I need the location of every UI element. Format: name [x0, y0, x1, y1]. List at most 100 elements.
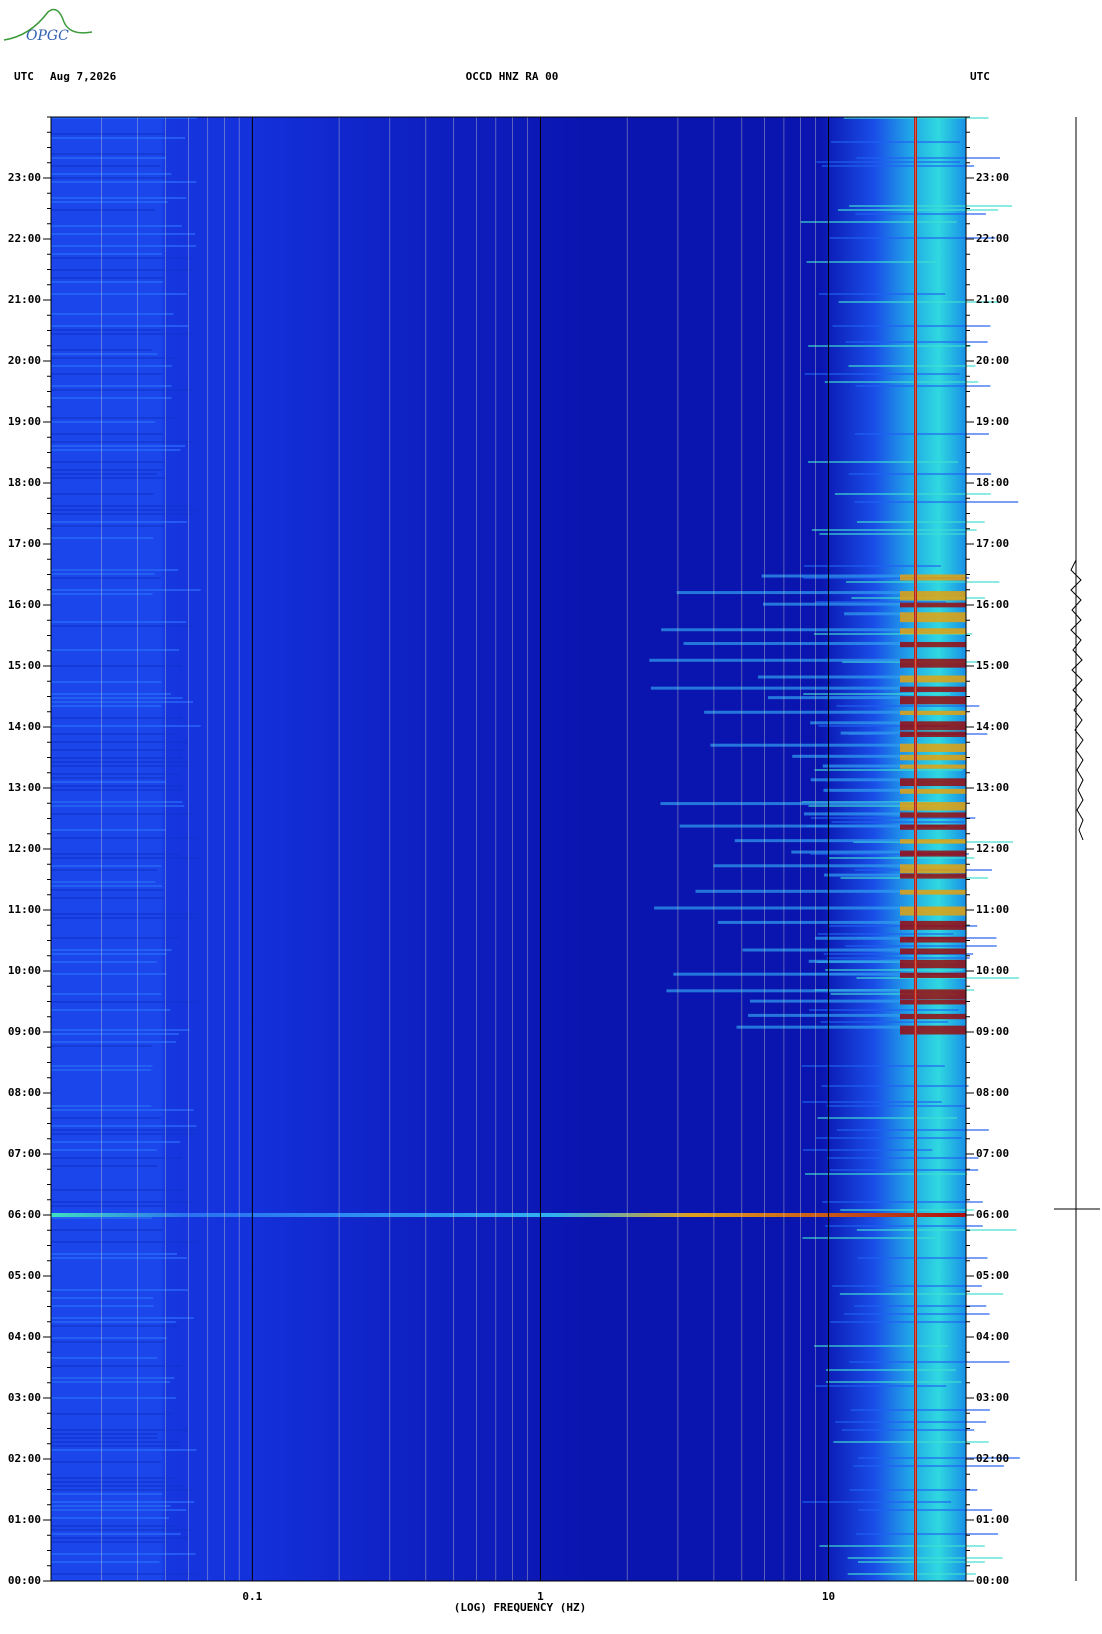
texture-stripe	[818, 293, 946, 295]
y-tick-label-right: 06:00	[976, 1208, 1009, 1221]
y-tick-label-right: 13:00	[976, 781, 1009, 794]
texture-activity	[840, 731, 906, 735]
date: Aug 7,2026	[50, 70, 117, 83]
texture-activity	[900, 628, 966, 635]
texture-stripe	[51, 209, 155, 211]
y-tick-label: 10:00	[8, 964, 41, 977]
y-tick-label: 02:00	[8, 1452, 41, 1465]
texture-stripe	[51, 773, 180, 775]
texture-stripe	[51, 1069, 152, 1071]
y-tick-label: 17:00	[8, 537, 41, 550]
texture-stripe	[51, 1429, 189, 1431]
texture-stripe	[51, 1257, 188, 1259]
texture-stripe	[804, 373, 960, 375]
texture-stripe	[810, 817, 976, 819]
y-tick-label-right: 22:00	[976, 232, 1009, 245]
texture-activity	[900, 658, 966, 668]
texture-activity	[710, 743, 906, 747]
texture-stripe	[51, 741, 188, 743]
texture-stripe	[51, 785, 183, 787]
texture-stripe	[826, 957, 970, 959]
texture-stripe	[803, 565, 941, 567]
texture-stripe	[51, 1437, 158, 1439]
texture-stripe	[51, 1029, 190, 1031]
y-tick-label: 06:00	[8, 1208, 41, 1221]
event-band	[51, 1213, 966, 1217]
texture-stripe	[51, 1397, 176, 1399]
texture-stripe	[811, 529, 977, 531]
texture-stripe	[825, 1225, 983, 1227]
texture-stripe	[51, 225, 182, 227]
texture-stripe	[51, 477, 168, 479]
texture-stripe	[802, 1237, 936, 1239]
texture-stripe	[51, 1573, 198, 1575]
texture-activity	[810, 778, 906, 782]
texture-stripe	[51, 1501, 195, 1503]
texture-activity	[900, 920, 966, 930]
texture-stripe	[836, 705, 980, 707]
texture-stripe	[850, 1409, 990, 1411]
y-tick-label-right: 16:00	[976, 598, 1009, 611]
y-tick-label-right: 02:00	[976, 1452, 1009, 1465]
texture-activity	[900, 1013, 966, 1020]
logo: OPGC	[3, 8, 93, 44]
texture-stripe	[816, 161, 960, 163]
texture-stripe	[51, 277, 164, 279]
texture-activity	[748, 1013, 906, 1017]
texture-stripe	[51, 837, 198, 839]
texture-activity	[900, 574, 966, 581]
y-tick-label-right: 18:00	[976, 476, 1009, 489]
texture-stripe	[849, 1489, 978, 1491]
y-tick-label: 12:00	[8, 842, 41, 855]
texture-stripe	[801, 801, 935, 803]
texture-stripe	[51, 805, 185, 807]
chart-title: OCCD HNZ RA 00	[466, 70, 559, 83]
texture-stripe	[51, 177, 168, 179]
texture-activity	[900, 778, 966, 787]
y-tick-label-right: 21:00	[976, 293, 1009, 306]
texture-stripe	[808, 805, 945, 807]
texture-stripe	[51, 1125, 197, 1127]
texture-stripe	[51, 953, 167, 955]
texture-stripe	[51, 133, 170, 135]
texture-stripe	[830, 1169, 979, 1171]
texture-stripe	[51, 865, 162, 867]
texture-activity	[713, 864, 906, 868]
texture-activity	[900, 906, 966, 916]
texture-activity	[762, 602, 906, 606]
texture-stripe	[51, 385, 172, 387]
texture-stripe	[51, 973, 167, 975]
texture-stripe	[51, 353, 158, 355]
texture-stripe	[51, 357, 174, 359]
texture-stripe	[51, 681, 162, 683]
y-tick-label: 11:00	[8, 903, 41, 916]
texture-stripe	[51, 1381, 171, 1383]
texture-stripe	[841, 1429, 975, 1431]
texture-stripe	[819, 1545, 985, 1547]
texture-stripe	[51, 257, 190, 259]
texture-stripe	[51, 137, 186, 139]
texture-stripe	[51, 1253, 178, 1255]
texture-stripe	[51, 961, 157, 963]
texture-stripe	[51, 917, 200, 919]
texture-stripe	[847, 1557, 1003, 1559]
y-tick-label: 16:00	[8, 598, 41, 611]
texture-activity	[767, 696, 906, 700]
texture-activity	[900, 686, 966, 692]
texture-stripe	[836, 1129, 989, 1131]
texture-activity	[900, 754, 966, 761]
texture-stripe	[848, 473, 992, 475]
texture-stripe	[51, 801, 183, 803]
texture-stripe	[51, 829, 166, 831]
spectrogram	[51, 117, 966, 1581]
texture-stripe	[816, 1137, 962, 1139]
y-tick-label: 22:00	[8, 232, 41, 245]
texture-stripe	[51, 1009, 171, 1011]
texture-activity	[900, 1025, 966, 1035]
texture-activity	[900, 696, 966, 705]
texture-stripe	[51, 293, 188, 295]
texture-stripe	[822, 1201, 983, 1203]
texture-stripe	[51, 389, 194, 391]
texture-stripe	[856, 521, 985, 523]
texture-stripe	[848, 365, 976, 367]
